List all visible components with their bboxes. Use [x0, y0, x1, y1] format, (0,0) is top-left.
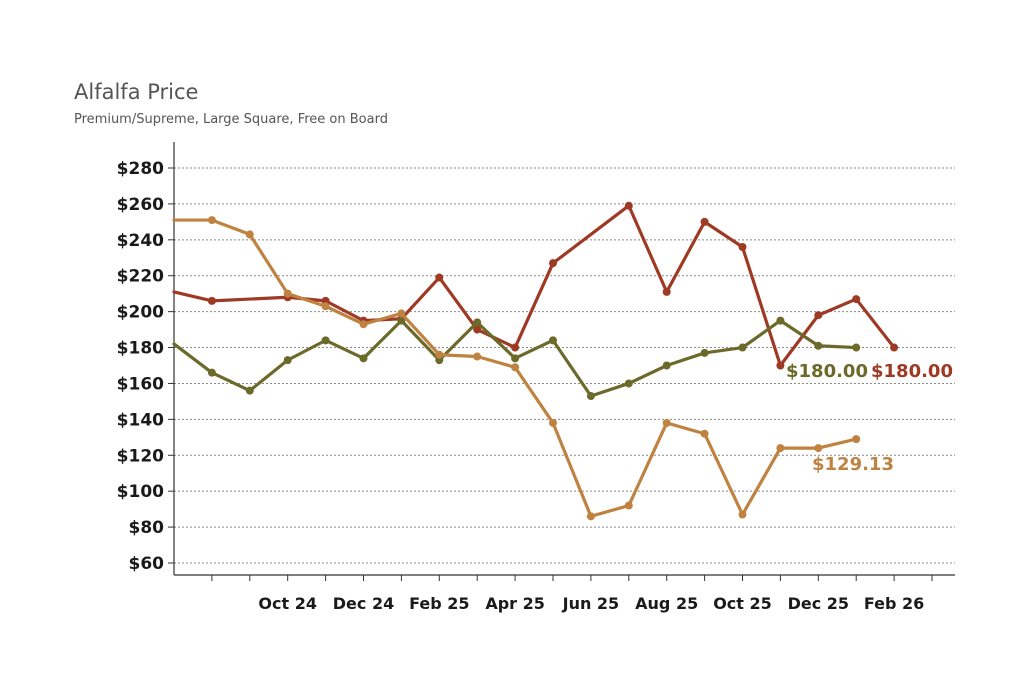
y-tick-label: $260	[117, 195, 164, 215]
axes	[173, 142, 955, 576]
series-2-point	[662, 418, 671, 427]
y-tick-label: $280	[117, 159, 164, 179]
x-tick-label: Feb 25	[409, 594, 469, 613]
x-tick-label: Aug 25	[635, 594, 698, 613]
series-2-point	[321, 302, 330, 311]
series-line-0	[172, 204, 896, 368]
series-2-point	[511, 363, 520, 372]
series-1-point	[473, 318, 482, 327]
series-1-point	[776, 316, 785, 325]
y-tick-label: $180	[117, 339, 164, 359]
series-0-end-label: $180.00	[871, 361, 953, 382]
series-2-point	[207, 216, 216, 225]
series-1-point	[738, 343, 747, 352]
series-0-point	[814, 311, 823, 320]
series-2-point	[359, 320, 368, 329]
series-2-point	[245, 230, 254, 239]
series-1-point	[207, 368, 216, 377]
x-tick-label: Dec 25	[788, 594, 849, 613]
series-1-point	[814, 341, 823, 350]
x-tick-label: Oct 25	[713, 594, 772, 613]
series-group	[172, 201, 899, 521]
series-1-end-label: $180.00	[786, 361, 868, 382]
series-1-point	[700, 348, 709, 357]
series-2-point	[814, 444, 823, 453]
series-1-point	[586, 392, 595, 401]
y-tick-label: $140	[117, 410, 164, 430]
series-0-point	[207, 296, 216, 305]
series-2-end-label: $129.13	[812, 454, 894, 475]
y-tick-label: $120	[117, 446, 164, 466]
series-2-point	[852, 435, 861, 444]
series-2-point	[549, 418, 557, 427]
x-tick-label: Feb 26	[864, 594, 924, 613]
series-2-point	[473, 352, 482, 361]
series-2-point	[738, 510, 747, 519]
y-tick-label: $60	[129, 554, 165, 574]
series-0-point	[473, 325, 482, 334]
series-0-point	[624, 201, 633, 210]
y-axis-ticks: $60 $80 $100 $120 $140 $160 $180 $200 $220 $240 $2…	[117, 159, 174, 574]
series-1-point	[624, 379, 633, 388]
series-2-point	[700, 429, 709, 438]
series-0-point	[852, 295, 861, 304]
series-1-point	[852, 343, 861, 352]
x-tick-label: Oct 24	[258, 594, 317, 613]
series-0-point	[549, 259, 557, 268]
series-1-point	[359, 354, 368, 363]
series-0-point	[662, 287, 671, 296]
end-labels: $180.00$180.00 $129.13	[786, 361, 953, 475]
y-tick-label: $100	[117, 482, 164, 502]
y-tick-label: $240	[117, 231, 164, 251]
series-2-point	[397, 309, 406, 318]
y-tick-label: $160	[117, 374, 164, 394]
series-0-point	[776, 361, 785, 370]
series-1-point	[283, 356, 292, 365]
series-0-point	[511, 343, 520, 352]
series-0-point	[738, 243, 747, 251]
series-0-point	[435, 273, 444, 282]
chart-title: Alfalfa Price	[74, 80, 199, 104]
series-0-point	[700, 217, 709, 226]
x-axis-ticks: Oct 24 Dec 24 Feb 25 Apr 25 Jun 25 Aug 25 Oct …	[211, 575, 933, 613]
series-1-point	[397, 316, 406, 325]
series-2-point	[586, 512, 595, 521]
series-2-point	[435, 350, 444, 359]
x-tick-label: Jun 25	[562, 594, 620, 613]
chart-subtitle: Premium/Supreme, Large Square, Free on B…	[74, 112, 388, 127]
y-tick-label: $80	[129, 518, 165, 538]
x-tick-label: Dec 24	[333, 594, 394, 613]
series-1-point	[511, 354, 520, 363]
series-2-point	[283, 289, 292, 298]
series-1-point	[662, 361, 671, 370]
series-1-point	[245, 386, 254, 395]
series-0-point	[890, 343, 899, 352]
series-2-point	[624, 501, 633, 510]
series-1-point	[549, 336, 557, 345]
x-tick-label: Apr 25	[485, 594, 545, 613]
y-tick-label: $200	[117, 303, 164, 323]
series-2-point	[776, 444, 785, 453]
series-1-point	[321, 336, 330, 345]
y-tick-label: $220	[117, 267, 164, 287]
